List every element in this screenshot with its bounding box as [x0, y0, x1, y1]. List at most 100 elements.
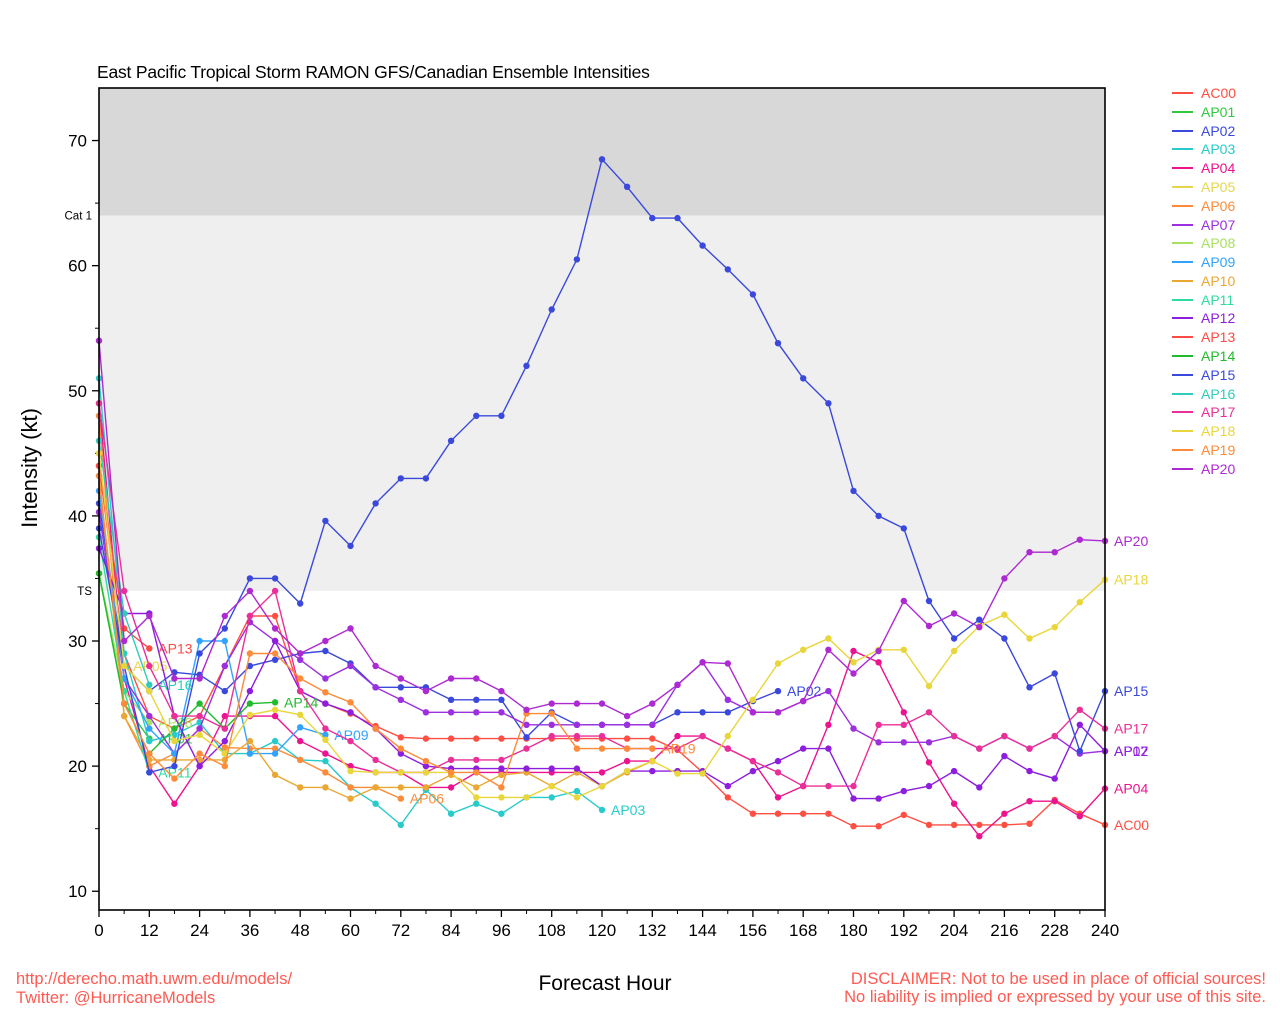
legend-label-AP15: AP15	[1201, 366, 1236, 383]
x-tick-label: 240	[1091, 921, 1119, 940]
data-point-AP07	[523, 721, 530, 728]
data-point-AP16	[146, 681, 153, 688]
data-point-AP07	[850, 725, 857, 732]
series-end-label-AC00: AC00	[1114, 817, 1149, 833]
data-point-AP15	[297, 600, 304, 607]
data-point-AP18	[246, 711, 254, 718]
data-point-AP15	[271, 575, 279, 582]
series-end-label-AP15: AP15	[1114, 683, 1148, 699]
legend-label-AC00: AC00	[1201, 85, 1237, 102]
data-point-AP19	[171, 775, 178, 782]
data-point-AP19	[196, 750, 203, 757]
data-point-AP12	[749, 767, 757, 775]
x-tick-label: 120	[588, 921, 616, 940]
data-point-AC00	[724, 794, 731, 801]
legend-item-AP18: AP18	[1172, 424, 1236, 438]
data-point-AC00	[850, 823, 857, 830]
data-point-AC00	[473, 735, 480, 742]
data-point-AP20	[976, 624, 983, 631]
data-point-AP15	[221, 625, 228, 632]
data-point-AP17	[523, 745, 530, 752]
data-point-AP19	[397, 745, 404, 752]
data-point-AP15	[548, 306, 555, 313]
data-point-AP18	[473, 794, 480, 801]
data-point-AP04	[674, 732, 681, 740]
data-point-AP07	[397, 696, 404, 703]
data-point-AP18	[825, 635, 832, 642]
data-point-AP19	[297, 675, 304, 682]
data-point-AP02	[221, 687, 228, 695]
data-point-AP04	[1051, 798, 1058, 805]
data-point-AP12	[950, 767, 958, 775]
data-point-AP15	[1001, 635, 1008, 642]
data-point-AP07	[925, 739, 933, 746]
data-point-AP12	[774, 757, 782, 765]
data-point-AP12	[1051, 775, 1058, 782]
data-point-AP15	[573, 256, 581, 263]
data-point-AP06	[397, 795, 404, 802]
data-point-AC00	[825, 810, 832, 817]
data-point-AP20	[347, 625, 354, 632]
legend-label-AP19: AP19	[1201, 441, 1236, 458]
series-end-label-AP12: AP12	[1114, 743, 1148, 759]
data-point-AP19	[498, 784, 505, 791]
data-point-AP09	[322, 731, 329, 738]
data-point-AP18	[774, 660, 782, 667]
x-tick-label: 156	[739, 921, 767, 940]
x-tick-label: 132	[638, 921, 666, 940]
data-point-AP15	[473, 412, 480, 419]
data-point-AP20	[800, 697, 807, 705]
legend-swatch-AP15	[1172, 373, 1193, 376]
data-point-AP14	[246, 700, 254, 707]
legend-item-AP01: AP01	[1172, 105, 1236, 119]
data-point-AP20	[950, 610, 958, 617]
data-point-AP13	[121, 625, 128, 632]
series-end-label-AP04: AP04	[1114, 781, 1148, 797]
data-point-AP17	[699, 732, 706, 740]
x-tick-label: 216	[990, 921, 1018, 940]
legend-swatch-AP17	[1172, 411, 1193, 414]
legend-swatch-AP13	[1172, 336, 1193, 339]
data-point-AP02	[246, 662, 254, 670]
data-point-AC00	[925, 821, 933, 829]
x-tick-label: 12	[140, 921, 159, 940]
data-point-AP12	[875, 795, 882, 802]
data-point-AP12	[548, 765, 555, 772]
legend-label-AP06: AP06	[1201, 197, 1236, 214]
data-point-AP04	[271, 712, 279, 720]
data-point-AP15	[1076, 747, 1084, 755]
legend-label-AP11: AP11	[1201, 291, 1235, 308]
data-point-AP04	[950, 800, 958, 807]
data-point-AP02	[473, 696, 480, 703]
legend-label-AP05: AP05	[1201, 179, 1236, 195]
data-point-AP20	[473, 675, 480, 682]
x-tick-label: 168	[789, 921, 817, 940]
legend-swatch-AP10	[1172, 279, 1193, 282]
y-tick-label: 30	[68, 632, 87, 651]
data-point-AP17	[498, 756, 505, 764]
data-point-AP12	[1026, 767, 1033, 775]
data-point-AP17	[297, 687, 304, 695]
data-point-AP07	[422, 709, 430, 716]
y-tick-label: 10	[68, 882, 87, 901]
x-tick-label: 228	[1041, 921, 1069, 940]
legend-item-AP04: AP04	[1172, 161, 1236, 175]
data-point-AP20	[322, 637, 329, 645]
data-point-AP18	[1076, 599, 1084, 606]
legend-swatch-AP12	[1172, 317, 1193, 320]
legend-swatch-AP09	[1172, 261, 1193, 264]
data-point-AP03	[397, 821, 404, 829]
data-point-AP12	[221, 737, 228, 745]
data-point-AP20	[548, 700, 555, 707]
data-point-AP17	[573, 732, 581, 740]
legend-swatch-AP04	[1172, 167, 1193, 170]
legend-swatch-AP14	[1172, 355, 1193, 358]
data-point-AP18	[221, 750, 228, 757]
data-point-AP15	[598, 156, 606, 163]
data-point-AC00	[976, 821, 983, 829]
data-point-AP15	[724, 266, 731, 273]
data-point-AP09	[221, 637, 228, 645]
data-point-AP15	[1051, 670, 1058, 677]
data-point-AP12	[246, 687, 254, 695]
series-end-label-AP02: AP02	[787, 683, 821, 699]
